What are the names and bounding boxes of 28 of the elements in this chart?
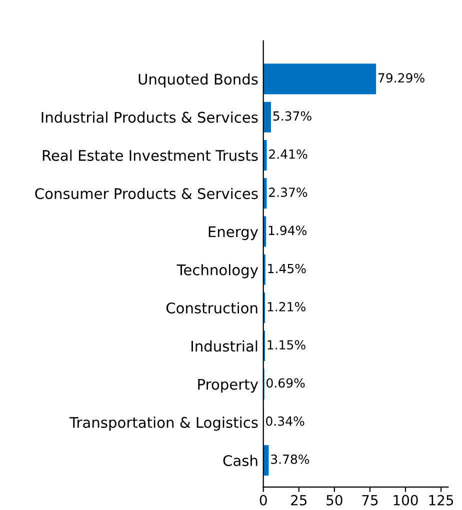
- data-label: 2.37%: [269, 188, 308, 197]
- data-label: 0.69%: [266, 378, 305, 388]
- y-tick-label: Transportation & Logistics: [69, 416, 258, 431]
- y-tick-label: Construction: [166, 302, 258, 314]
- y-tick-label: Property: [198, 378, 258, 393]
- y-tick-label: Industrial Products & Services: [42, 112, 258, 123]
- y-tick-label: Industrial: [192, 340, 258, 352]
- data-label: 5.37%: [273, 111, 312, 121]
- data-label: 1.94%: [268, 226, 307, 236]
- x-tick-label: 125: [429, 494, 454, 506]
- x-tick-label: 50: [326, 494, 342, 506]
- x-tick-label: 25: [291, 494, 306, 506]
- y-tick-label: Consumer Products & Services: [35, 188, 258, 200]
- x-tick-label: 75: [362, 495, 378, 506]
- x-tick-label: 100: [394, 494, 418, 506]
- y-tick-label: Energy: [208, 226, 258, 240]
- data-label: 1.21%: [268, 302, 306, 312]
- y-tick-label: Cash: [223, 454, 258, 466]
- data-label: 2.41%: [269, 149, 308, 159]
- y-tick-label: Unquoted Bonds: [138, 73, 258, 88]
- data-label: 1.45%: [268, 264, 306, 274]
- data-label: 79.29%: [378, 73, 424, 83]
- y-tick-label: Technology: [176, 264, 258, 278]
- data-label: 0.34%: [266, 416, 304, 426]
- y-tick-label: Real Estate Investment Trusts: [42, 150, 258, 161]
- data-label: 3.78%: [271, 454, 310, 464]
- data-label: 1.15%: [268, 340, 306, 350]
- x-tick-label: 0: [260, 494, 267, 506]
